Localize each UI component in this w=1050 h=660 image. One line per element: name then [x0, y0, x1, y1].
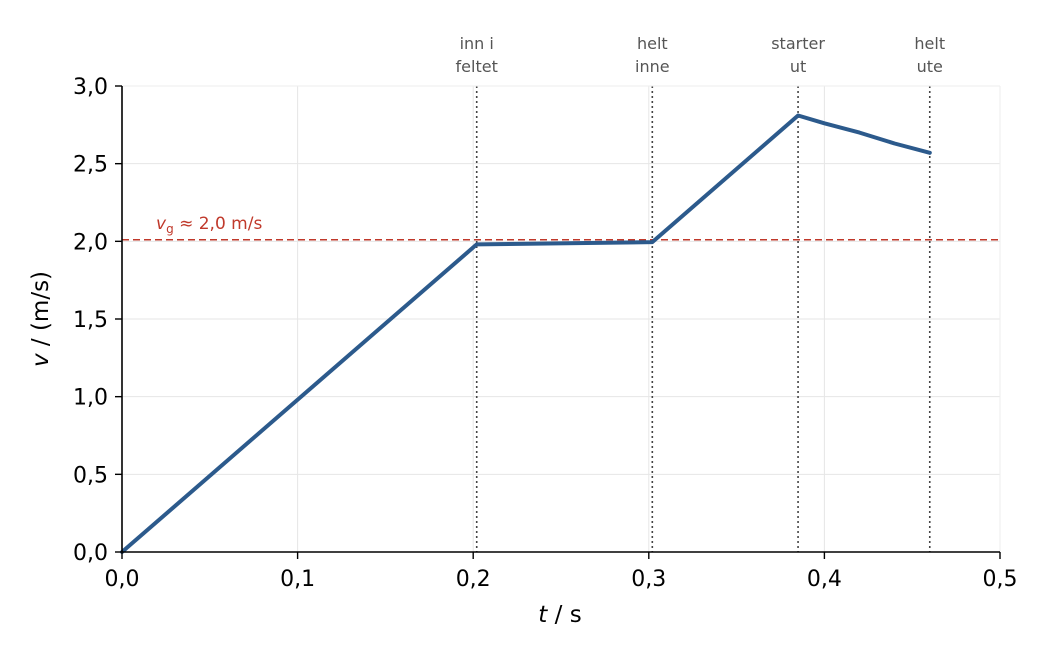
reference-value: ≈ 2,0 m/s: [174, 214, 263, 234]
reference-lines: vg ≈ 2,0 m/s: [122, 214, 1000, 241]
event-label-line: starter: [771, 34, 825, 53]
x-axis-title: t / s: [538, 602, 581, 628]
x-tick-label: 0,4: [807, 567, 842, 592]
reference-label: vg ≈ 2,0 m/s: [156, 214, 262, 236]
y-tick-label: 0,5: [73, 463, 108, 488]
x-axis-variable: t: [538, 602, 548, 628]
series-line: [120, 113, 932, 554]
tick-labels: 0,0 0,1 0,2 0,3 0,4 0,5 0,0 0,5 1,0 1,5 2,0 2,5 3,0: [73, 75, 1018, 592]
event-markers: inn i feltet helt inne starter ut helt ute: [456, 34, 945, 552]
y-axis-unit: / (m/s): [28, 271, 54, 353]
event-label-line: helt: [914, 34, 945, 53]
y-tick-label: 2,5: [73, 153, 108, 178]
event-label-line: helt: [637, 34, 668, 53]
reference-subscript: g: [166, 222, 174, 236]
x-tick-label: 0,2: [456, 567, 491, 592]
data-series: [120, 113, 932, 554]
event-label-line: inn i: [460, 34, 494, 53]
grid: [121, 85, 1001, 553]
y-tick-label: 0,0: [73, 541, 108, 566]
event-label: helt ute: [914, 34, 945, 76]
y-tick-label: 3,0: [73, 75, 108, 100]
event-label-line: ut: [790, 57, 806, 76]
y-axis-variable: v: [28, 353, 54, 367]
y-tick-label: 1,5: [73, 308, 108, 333]
reference-symbol: v: [156, 214, 167, 234]
x-tick-label: 0,5: [983, 567, 1018, 592]
x-tick-label: 0,3: [631, 567, 666, 592]
event-label-line: inne: [635, 57, 670, 76]
event-label: inn i feltet: [456, 34, 498, 76]
event-label-line: ute: [917, 57, 943, 76]
y-tick-label: 2,0: [73, 230, 108, 255]
x-tick-label: 0,1: [280, 567, 315, 592]
event-label: starter ut: [771, 34, 825, 76]
event-label-line: feltet: [456, 57, 498, 76]
x-tick-label: 0,0: [105, 567, 140, 592]
y-tick-label: 1,0: [73, 386, 108, 411]
event-label: helt inne: [635, 34, 670, 76]
y-axis-title: v / (m/s): [28, 271, 54, 367]
x-axis-unit: / s: [547, 602, 581, 628]
